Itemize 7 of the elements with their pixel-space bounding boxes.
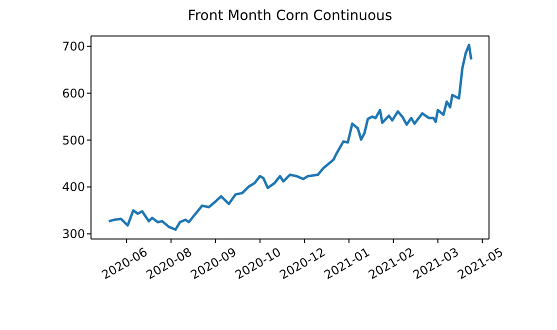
y-tick-label: 700 [62, 40, 85, 54]
y-tick-label: 500 [62, 133, 85, 148]
y-tick-label: 300 [62, 227, 85, 242]
y-tick-label: 600 [62, 86, 85, 100]
line-series [108, 44, 472, 231]
y-tick-label: 400 [62, 180, 85, 194]
chart-title: Front Month Corn Continuous [186, 8, 394, 24]
